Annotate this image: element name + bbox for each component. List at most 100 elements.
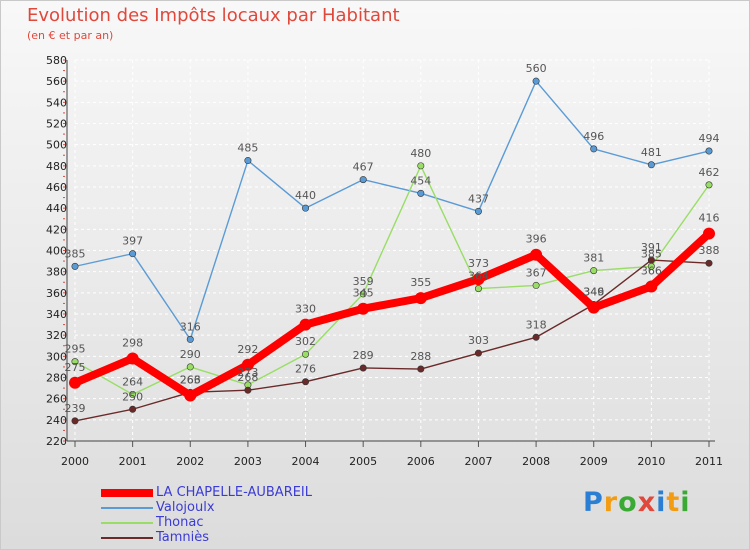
series-line-0 (71, 229, 713, 400)
data-label: 290 (180, 348, 201, 361)
data-label: 303 (468, 334, 489, 347)
data-label: 481 (641, 146, 662, 159)
y-tick-label: 560 (46, 75, 67, 88)
series-line-3 (74, 259, 710, 422)
data-point (129, 405, 137, 413)
data-label: 266 (180, 373, 201, 386)
logo-letter: P (583, 487, 604, 518)
data-point (241, 358, 254, 371)
logo-letter: x (637, 487, 657, 518)
series-line-2 (74, 165, 710, 396)
data-label: 263 (180, 373, 201, 386)
x-tick-label: 2004 (292, 455, 320, 468)
data-point (645, 280, 658, 293)
data-point (705, 181, 713, 189)
data-label: 349 (583, 285, 604, 298)
data-point (299, 318, 312, 331)
data-label: 416 (699, 212, 720, 225)
data-label: 485 (237, 142, 258, 155)
data-label: 397 (122, 235, 143, 248)
data-label: 385 (641, 247, 662, 260)
logo-letter: o (618, 487, 638, 518)
legend-label: LA CHAPELLE-AUBAREIL (156, 485, 313, 500)
data-label: 295 (65, 343, 86, 356)
data-point (359, 176, 367, 184)
data-point (417, 189, 425, 197)
x-tick-label: 2007 (464, 455, 492, 468)
data-point (532, 77, 540, 85)
x-tick-label: 2008 (522, 455, 550, 468)
data-label: 268 (237, 371, 258, 384)
data-label: 298 (122, 336, 143, 349)
data-label: 385 (65, 247, 86, 260)
data-point (71, 262, 79, 270)
y-tick-label: 240 (46, 414, 67, 427)
legend-swatch (101, 489, 153, 497)
x-tick-label: 2003 (234, 455, 262, 468)
data-point (705, 147, 713, 155)
y-tick-label: 500 (46, 139, 67, 152)
x-tick-label: 2002 (176, 455, 204, 468)
data-point (129, 390, 137, 398)
data-label: 396 (526, 233, 547, 246)
data-point (302, 378, 310, 386)
x-tick-label: 2000 (61, 455, 89, 468)
data-point (474, 285, 482, 293)
data-label: 366 (641, 264, 662, 277)
y-tick-label: 460 (46, 181, 67, 194)
x-tick-label: 2010 (637, 455, 665, 468)
data-point (532, 333, 540, 341)
data-point (359, 290, 367, 298)
data-point (474, 349, 482, 357)
legend-label: Thonac (156, 515, 204, 530)
data-point (532, 281, 540, 289)
data-label: 264 (122, 375, 143, 388)
data-label: 373 (468, 257, 489, 270)
data-point (69, 376, 81, 389)
data-label: 318 (526, 318, 547, 331)
chart-subtitle: (en € et par an) (27, 29, 114, 42)
data-label: 288 (410, 350, 431, 363)
data-label: 480 (410, 147, 431, 160)
data-label: 289 (353, 349, 374, 362)
x-tick-label: 2001 (119, 455, 147, 468)
data-label: 302 (295, 335, 316, 348)
data-point (184, 389, 197, 402)
chart-title: Evolution des Impôts locaux par Habitant (27, 5, 400, 26)
x-tick-label: 2006 (407, 455, 435, 468)
data-label: 250 (122, 390, 143, 403)
data-point (186, 335, 194, 343)
y-tick-label: 400 (46, 245, 67, 258)
legend-swatch (101, 507, 153, 509)
y-tick-label: 300 (46, 350, 67, 363)
legend-label: Tamniès (156, 530, 210, 545)
data-point (359, 364, 367, 372)
x-tick-label: 2009 (580, 455, 608, 468)
y-tick-label: 520 (46, 118, 67, 131)
data-label: 239 (65, 402, 86, 415)
y-tick-label: 420 (46, 223, 67, 236)
data-label: 345 (353, 287, 374, 300)
data-label: 275 (65, 361, 86, 374)
legend-swatch (101, 537, 153, 539)
data-point (417, 162, 425, 170)
data-point (71, 358, 79, 366)
data-label: 276 (295, 363, 316, 376)
data-point (587, 301, 600, 314)
data-label: 359 (353, 275, 374, 288)
logo-letter: i (680, 487, 691, 518)
y-tick-label: 480 (46, 160, 67, 173)
data-label: 367 (526, 266, 547, 279)
data-label: 494 (699, 132, 720, 145)
data-point (590, 145, 598, 153)
x-tick-label: 2005 (349, 455, 377, 468)
y-tick-label: 540 (46, 96, 67, 109)
data-label: 454 (410, 174, 431, 187)
y-tick-label: 220 (46, 435, 67, 448)
data-label: 316 (180, 320, 201, 333)
data-label: 496 (583, 130, 604, 143)
data-point (647, 256, 655, 264)
data-label: 364 (468, 270, 489, 283)
